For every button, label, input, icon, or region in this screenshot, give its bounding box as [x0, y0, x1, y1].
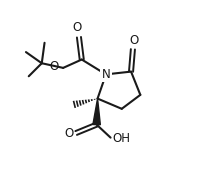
- Polygon shape: [93, 99, 100, 125]
- Text: OH: OH: [112, 132, 130, 145]
- Text: O: O: [72, 21, 82, 34]
- Text: O: O: [64, 127, 73, 140]
- Text: O: O: [129, 33, 138, 46]
- Text: N: N: [102, 68, 110, 81]
- Text: O: O: [49, 60, 59, 73]
